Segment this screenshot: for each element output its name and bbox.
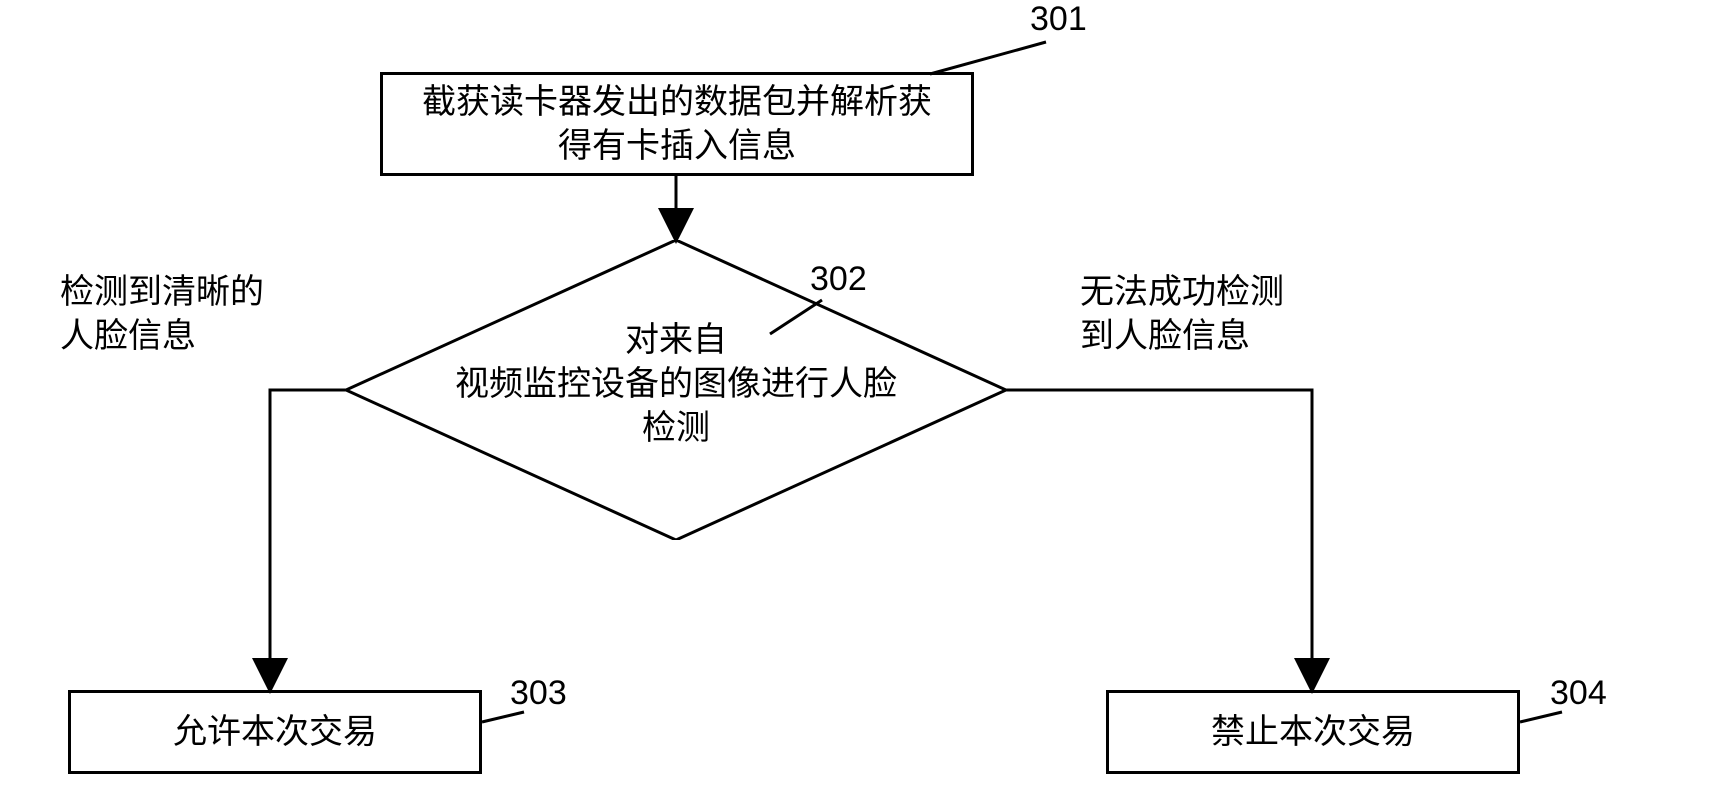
- node-301-text: 截获读卡器发出的数据包并解析获 得有卡插入信息: [422, 80, 932, 168]
- ref-label-301: 301: [1030, 0, 1087, 39]
- ref-label-303: 303: [510, 674, 567, 713]
- leader-301: [930, 42, 1046, 74]
- ref-label-302: 302: [810, 260, 867, 299]
- ref-label-304: 304: [1550, 674, 1607, 713]
- node-303: 允许本次交易: [68, 690, 482, 774]
- node-304-text: 禁止本次交易: [1211, 710, 1415, 754]
- node-301: 截获读卡器发出的数据包并解析获 得有卡插入信息: [380, 72, 974, 176]
- leader-304: [1520, 712, 1562, 722]
- node-302-text: 对来自 视频监控设备的图像进行人脸 检测: [406, 318, 946, 451]
- edge-302-303: [270, 390, 346, 688]
- node-304: 禁止本次交易: [1106, 690, 1520, 774]
- edge-label-right: 无法成功检测 到人脸信息: [1080, 270, 1284, 358]
- edge-label-left: 检测到清晰的 人脸信息: [60, 270, 264, 358]
- leader-303: [482, 712, 524, 722]
- node-303-text: 允许本次交易: [173, 710, 377, 754]
- node-302: 对来自 视频监控设备的图像进行人脸 检测: [346, 240, 1006, 540]
- edge-302-304: [1006, 390, 1312, 688]
